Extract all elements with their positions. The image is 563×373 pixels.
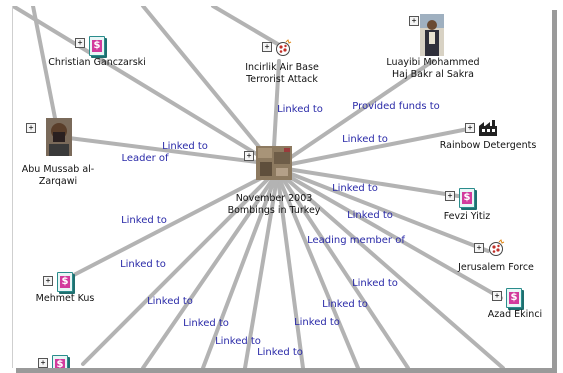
edge-layer	[13, 6, 505, 368]
expand-button[interactable]: +	[492, 291, 502, 301]
edge-line	[51, 134, 275, 166]
edge-label: Leader of	[121, 153, 169, 164]
edge-line	[276, 176, 305, 368]
dollar-glyph: $	[55, 359, 65, 368]
node-label-luayibi[interactable]: Luayibi Mohammed Haj Bakr al Sakra	[386, 57, 480, 80]
bomb-icon[interactable]	[487, 239, 505, 257]
edge-label: Leading member of	[307, 235, 405, 246]
node-label-mehmet-kus[interactable]: Mehmet Kus	[35, 293, 95, 304]
person-photo[interactable]	[46, 118, 72, 156]
expand-button[interactable]: +	[409, 16, 419, 26]
edge-label: Provided funds to	[352, 101, 440, 112]
frame-shadow-right	[551, 10, 557, 370]
edge-label: Linked to	[257, 347, 303, 358]
edge-label: Linked to	[277, 104, 323, 115]
money-icon[interactable]: $	[57, 272, 73, 292]
edge-line	[279, 172, 505, 368]
edge-label: Linked to	[121, 215, 167, 226]
node-label-christian-ganczarski[interactable]: Christian Ganczarski	[48, 57, 146, 68]
event-photo[interactable]	[256, 146, 292, 180]
expand-button[interactable]: +	[38, 358, 48, 368]
dollar-glyph: $	[92, 40, 102, 52]
expand-button[interactable]: +	[445, 191, 455, 201]
node-label-zarqawi[interactable]: Abu Mussab al- Zarqawi	[21, 164, 95, 187]
edge-label: Linked to	[215, 336, 261, 347]
edge-line	[141, 174, 277, 368]
node-label-azad-ekinci[interactable]: Azad Ekinci	[487, 309, 543, 320]
edge-line	[279, 166, 460, 198]
dollar-glyph: $	[462, 192, 472, 204]
link-graph-canvas[interactable]: Linked to Provided funds to Linked to Li…	[12, 6, 552, 368]
edge-line	[201, 176, 277, 368]
edge-label: Linked to	[147, 296, 193, 307]
edge-label: Linked to	[342, 134, 388, 145]
money-icon[interactable]: $	[89, 36, 105, 56]
edge-line	[31, 6, 57, 120]
bomb-icon[interactable]	[274, 39, 292, 57]
expand-button[interactable]: +	[244, 151, 254, 161]
node-label-jerusalem-force[interactable]: Jerusalem Force	[458, 262, 534, 273]
edge-label: Linked to	[294, 317, 340, 328]
expand-button[interactable]: +	[465, 123, 475, 133]
factory-icon[interactable]	[479, 120, 497, 136]
edge-line	[279, 168, 490, 253]
edge-label: Linked to	[352, 278, 398, 289]
node-label-rainbow-detergents[interactable]: Rainbow Detergents	[439, 140, 537, 151]
edge-label: Linked to	[332, 183, 378, 194]
money-icon[interactable]: $	[459, 188, 475, 208]
edge-line	[277, 176, 360, 368]
edge-line	[13, 6, 275, 166]
expand-button[interactable]: +	[474, 243, 484, 253]
expand-button[interactable]: +	[262, 42, 272, 52]
edge-line	[279, 126, 475, 168]
node-label-incirlik-attack[interactable]: Incirlik Air Base Terrorist Attack	[245, 62, 319, 85]
edge-line	[279, 170, 503, 300]
edge-line	[211, 6, 283, 48]
money-icon[interactable]: $	[52, 355, 68, 368]
node-label-fevzi-yitiz[interactable]: Fevzi Yitiz	[443, 211, 491, 222]
dollar-glyph: $	[60, 276, 70, 288]
edge-line	[141, 6, 275, 166]
money-icon[interactable]: $	[506, 288, 522, 308]
frame-shadow-bottom	[16, 368, 557, 373]
edge-line	[66, 170, 275, 280]
expand-button[interactable]: +	[75, 38, 85, 48]
edge-label: Linked to	[347, 210, 393, 221]
dollar-glyph: $	[509, 292, 519, 304]
edge-line	[276, 59, 435, 168]
edge-line	[81, 172, 275, 366]
edge-label: Linked to	[162, 141, 208, 152]
edge-label: Linked to	[183, 318, 229, 329]
edge-label: Linked to	[322, 299, 368, 310]
edge-label: Linked to	[120, 259, 166, 270]
expand-button[interactable]: +	[26, 123, 36, 133]
edge-line	[243, 176, 279, 368]
node-label-november-bombings[interactable]: November 2003 Bombings in Turkey	[227, 193, 321, 216]
person-photo[interactable]	[420, 14, 444, 56]
edge-line	[279, 174, 410, 368]
expand-button[interactable]: +	[43, 276, 53, 286]
